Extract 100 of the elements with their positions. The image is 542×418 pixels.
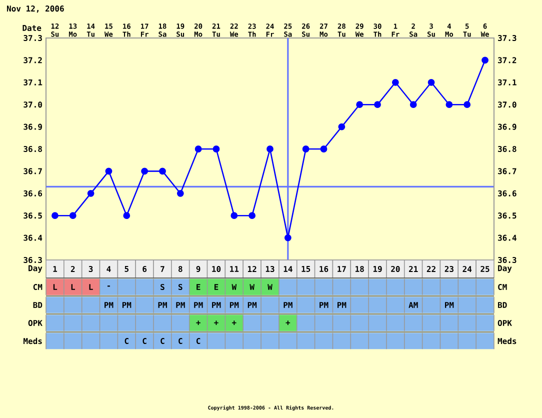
x-tick-label: 13 [266, 266, 274, 272]
x-tick-label: 16 [320, 266, 328, 272]
point [410, 101, 417, 108]
point [212, 146, 220, 152]
y-tick-label: 36.6 [24, 190, 42, 196]
text: S [160, 284, 164, 290]
chart-title: Nov 12, 2006 [7, 6, 64, 13]
text: PM [248, 302, 257, 308]
text: + [286, 320, 290, 325]
y2-tick-label: 37.3 [498, 34, 516, 42]
text: PM [284, 302, 292, 308]
text: PM [212, 302, 221, 308]
point [428, 78, 435, 86]
point [69, 212, 76, 220]
text: PM [158, 302, 167, 308]
y2-tick-label: 36.6 [498, 190, 516, 196]
x-tick-label: 4 [106, 266, 111, 272]
point [356, 101, 364, 108]
x-tick-label: 22 [426, 266, 436, 272]
x-tick-label: 23 [444, 266, 454, 272]
text: PM [445, 302, 454, 308]
y2-tick-label: Meds [498, 338, 516, 344]
point [266, 146, 274, 152]
y-tick-label: 36.3 [24, 256, 42, 264]
point [320, 146, 328, 152]
x-axis-title: Day [28, 265, 42, 273]
text: L [71, 284, 75, 290]
y-tick-label: Meds [24, 338, 42, 344]
text: PM [104, 302, 114, 308]
x-tick-label: 10 [212, 266, 221, 272]
y-tick-label: OPK [28, 320, 42, 326]
y2-tick-label: 37.1 [498, 79, 516, 86]
y2-tick-label: 36.5 [498, 212, 516, 219]
y2-tick-label: 36.7 [498, 168, 516, 174]
text: AM [408, 302, 418, 308]
point [230, 212, 238, 220]
point [446, 101, 453, 108]
text: PM [337, 302, 346, 308]
x-tick-label: 2 [70, 266, 75, 272]
y-tick-label: 36.9 [24, 124, 42, 130]
x-tick-label: 20 [391, 266, 400, 272]
point [123, 212, 130, 220]
text: C [196, 338, 200, 344]
y2-tick-label: 36.9 [498, 124, 516, 130]
text: L [89, 284, 93, 290]
point [284, 234, 292, 242]
y2-tick-label: 37.0 [498, 102, 516, 108]
y2-tick-label: BD [498, 302, 507, 308]
point [482, 56, 488, 64]
text: C [142, 338, 146, 344]
text: C [178, 338, 182, 344]
x-tick-label: 3 [88, 266, 93, 272]
y-tick-label: CM [33, 284, 42, 290]
x-tick-label: 17 [338, 266, 346, 272]
y-tick-label: 37.2 [24, 57, 42, 64]
text: - [107, 286, 110, 287]
text: PM [230, 302, 239, 308]
y2-tick-label: OPK [498, 320, 512, 326]
x-tick-label: 12 [248, 266, 256, 272]
x-tick-label: 14 [284, 266, 292, 272]
y-tick-label: 36.8 [24, 146, 42, 152]
x-tick-label: 11 [230, 266, 239, 272]
text: Day [498, 265, 512, 273]
point [464, 101, 471, 108]
point [87, 190, 94, 197]
text: S [178, 284, 182, 290]
text: PM [194, 302, 203, 308]
y-tick-label: 37.0 [24, 102, 42, 108]
point [194, 146, 202, 152]
x-tick-label: 24 [462, 266, 472, 272]
x-tick-label: 9 [196, 266, 200, 272]
x-tick-label: 19 [373, 266, 382, 272]
point [52, 212, 58, 220]
point [105, 168, 112, 175]
text: C [124, 338, 128, 344]
y-tick-label: 37.1 [24, 79, 42, 86]
x-tick-label: 18 [356, 266, 364, 272]
point [338, 123, 346, 130]
text: + [232, 320, 236, 325]
text: PM [320, 302, 328, 308]
y-tick-label: BD [33, 302, 42, 308]
text: PM [122, 302, 132, 308]
text: W [232, 284, 237, 290]
y2-tick-label: 36.3 [498, 256, 516, 264]
text: + [214, 320, 218, 325]
x-tick-label: 21 [408, 266, 418, 272]
point [248, 212, 256, 220]
text: + [196, 320, 200, 325]
y-tick-label: 36.5 [24, 212, 42, 219]
x-axis-title: Date [22, 25, 42, 31]
y-tick-label: 37.3 [24, 34, 42, 42]
x-tick-label: 25 [480, 266, 490, 272]
y2-tick-label: 36.8 [498, 146, 516, 152]
point [374, 101, 381, 108]
y2-tick-label: 37.2 [498, 57, 516, 64]
x-tick-label: 7 [160, 266, 164, 272]
y2-tick-label: CM [498, 284, 507, 290]
y-tick-label: 36.4 [24, 234, 42, 241]
point [302, 146, 310, 152]
y2-tick-label: 36.4 [498, 234, 516, 241]
